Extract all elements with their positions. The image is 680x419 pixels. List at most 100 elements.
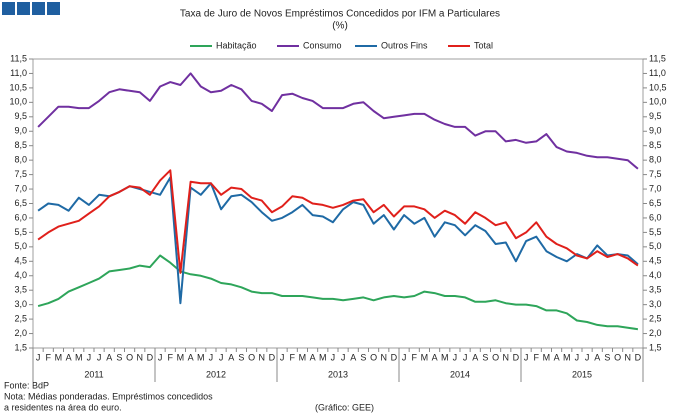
y2-tick-label: 4,5 (649, 256, 662, 266)
x-tick-label: M (75, 352, 83, 362)
year-label: 2013 (328, 369, 348, 379)
y-tick-label: 5,0 (14, 241, 27, 251)
series-line (37, 254, 639, 331)
x-tick-label: J (87, 352, 92, 362)
x-tick-label: A (188, 352, 194, 362)
y-tick-label: 4,5 (14, 256, 27, 266)
x-tick-label: A (432, 352, 438, 362)
y-tick-label: 5,5 (14, 227, 27, 237)
y2-tick-label: 11,0 (649, 68, 666, 78)
x-tick-label: N (259, 352, 266, 362)
x-tick-label: A (594, 352, 600, 362)
x-tick-label: A (472, 352, 478, 362)
y-tick-label: 7,5 (14, 169, 27, 179)
y-tick-label: 9,5 (14, 111, 27, 121)
y2-tick-label: 5,5 (649, 227, 662, 237)
y2-tick-label: 3,0 (649, 299, 662, 309)
y2-tick-label: 4,0 (649, 270, 662, 280)
year-label: 2014 (450, 369, 470, 379)
y2-tick-label: 7,5 (649, 169, 662, 179)
logo-square (32, 2, 45, 15)
x-tick-label: F (412, 352, 418, 362)
x-tick-label: J (36, 352, 41, 362)
x-tick-label: S (116, 352, 122, 362)
x-tick-label: O (126, 352, 133, 362)
logo-square (47, 2, 60, 15)
x-tick-label: A (66, 352, 72, 362)
y-tick-label: 2,0 (14, 328, 27, 338)
x-tick-label: D (635, 352, 642, 362)
y2-tick-label: 10,0 (649, 97, 667, 107)
y-tick-label: 8,5 (14, 140, 27, 150)
x-tick-label: A (350, 352, 356, 362)
x-tick-label: M (299, 352, 307, 362)
x-tick-label: S (238, 352, 244, 362)
legend-label: Consumo (303, 40, 342, 50)
x-tick-label: M (177, 352, 185, 362)
y-tick-label: 11,0 (10, 68, 27, 78)
y-tick-label: 6,5 (14, 198, 27, 208)
x-tick-label: J (463, 352, 468, 362)
legend-label: Outros Fins (381, 40, 428, 50)
x-tick-label: S (604, 352, 610, 362)
x-tick-label: O (370, 352, 377, 362)
x-tick-label: N (137, 352, 144, 362)
y2-tick-label: 5,0 (649, 241, 662, 251)
x-tick-label: J (575, 352, 580, 362)
x-tick-label: J (331, 352, 336, 362)
series-line (37, 72, 639, 170)
x-tick-label: D (391, 352, 398, 362)
year-label: 2015 (572, 369, 592, 379)
x-tick-label: M (319, 352, 327, 362)
y2-tick-label: 8,0 (649, 155, 662, 165)
y2-tick-label: 8,5 (649, 140, 662, 150)
y-tick-label: 7,0 (14, 183, 27, 193)
y-tick-label: 10,5 (9, 82, 27, 92)
plot-frame (32, 58, 644, 349)
x-tick-label: J (585, 352, 590, 362)
y-tick-label: 6,0 (14, 212, 27, 222)
x-tick-label: M (441, 352, 449, 362)
credit: (Gráfico: GEE) (315, 402, 374, 412)
x-tick-label: J (209, 352, 214, 362)
y-tick-label: 10,0 (9, 97, 27, 107)
y2-tick-label: 9,5 (649, 111, 662, 121)
x-tick-label: D (513, 352, 520, 362)
x-tick-label: F (46, 352, 52, 362)
x-tick-label: J (97, 352, 102, 362)
y2-tick-label: 10,5 (649, 82, 667, 92)
x-tick-label: S (360, 352, 366, 362)
x-tick-label: D (147, 352, 154, 362)
y2-tick-label: 9,0 (649, 126, 662, 136)
x-tick-label: M (563, 352, 571, 362)
chart-subtitle: (%) (332, 21, 348, 32)
series-line (37, 176, 639, 305)
chart-title: Taxa de Juro de Novos Empréstimos Conced… (180, 9, 500, 20)
logo-square (17, 2, 30, 15)
y2-tick-label: 7,0 (649, 183, 662, 193)
y2-tick-label: 3,5 (649, 285, 662, 295)
x-tick-label: A (106, 352, 112, 362)
y2-tick-label: 6,0 (649, 212, 662, 222)
x-tick-label: M (543, 352, 551, 362)
note: a residentes na área do euro. (4, 402, 122, 412)
x-tick-label: J (341, 352, 346, 362)
x-tick-label: J (219, 352, 224, 362)
series-line (37, 169, 639, 274)
note: Nota: Médias ponderadas. Empréstimos con… (4, 391, 213, 401)
x-tick-label: F (534, 352, 540, 362)
x-tick-label: S (482, 352, 488, 362)
logo-square (2, 2, 15, 15)
x-tick-label: O (248, 352, 255, 362)
x-tick-label: M (421, 352, 429, 362)
x-tick-label: A (554, 352, 560, 362)
x-tick-label: A (228, 352, 234, 362)
year-label: 2011 (84, 369, 103, 379)
y2-tick-label: 2,0 (649, 328, 662, 338)
x-tick-label: J (402, 352, 407, 362)
y-tick-label: 11,5 (10, 53, 27, 63)
x-tick-label: J (524, 352, 529, 362)
x-tick-label: N (503, 352, 510, 362)
x-tick-label: O (492, 352, 499, 362)
y2-tick-label: 1,5 (649, 342, 662, 352)
